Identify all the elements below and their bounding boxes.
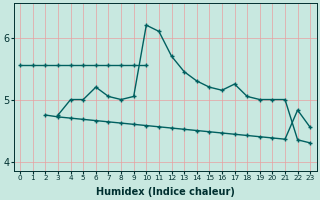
X-axis label: Humidex (Indice chaleur): Humidex (Indice chaleur) — [96, 187, 235, 197]
